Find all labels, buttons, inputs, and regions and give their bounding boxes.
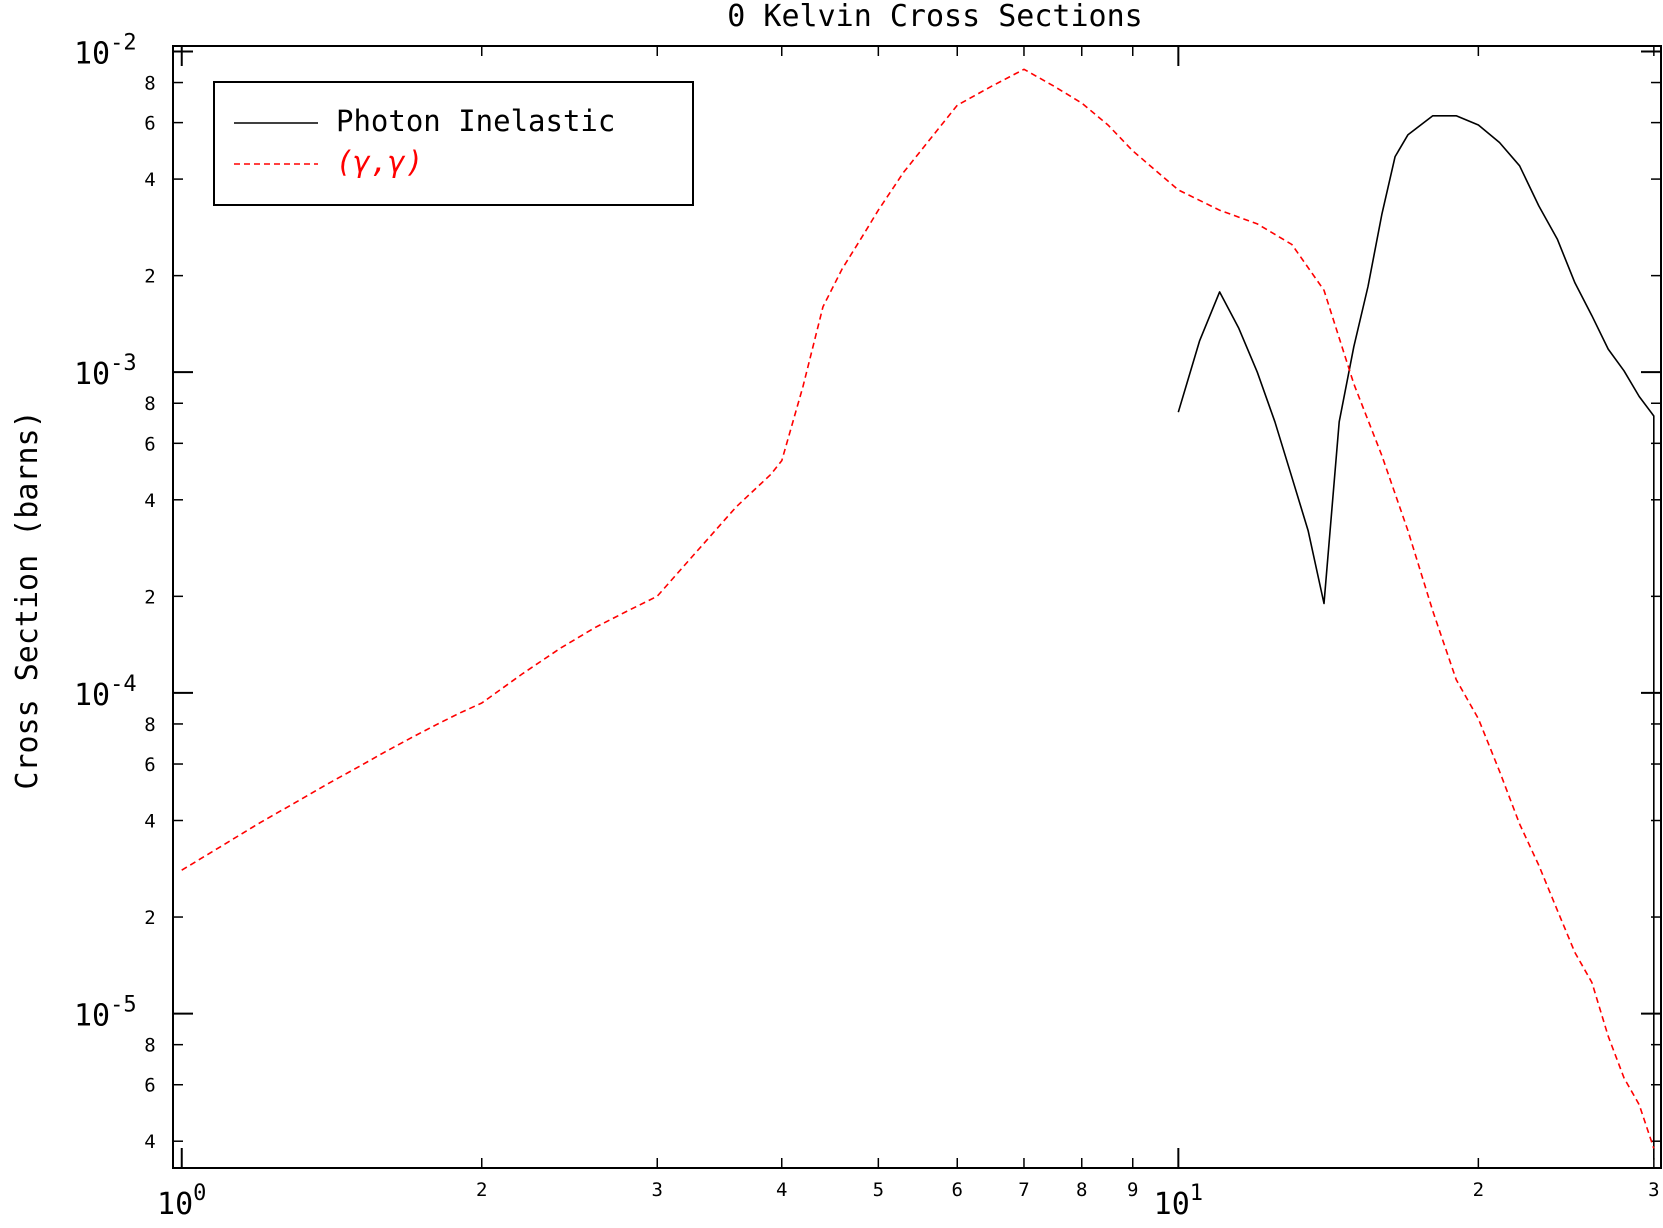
legend-label-gamma-gamma: (γ,γ) xyxy=(336,145,423,179)
y-major-tick-label: 10-2 xyxy=(74,30,137,71)
x-minor-tick-label: 9 xyxy=(1127,1179,1138,1201)
legend: Photon Inelastic (γ,γ) xyxy=(213,81,694,206)
plot-frame xyxy=(172,45,1662,1169)
y-axis-label: Cross Section (barns) xyxy=(10,410,45,789)
y-minor-tick-label: 4 xyxy=(144,810,155,832)
legend-label-photon-inelastic: Photon Inelastic xyxy=(336,104,615,138)
x-minor-tick-label: 6 xyxy=(952,1179,963,1201)
y-minor-tick-label: 4 xyxy=(144,1131,155,1153)
chart-title: 0 Kelvin Cross Sections xyxy=(727,0,1142,34)
y-minor-tick-label: 2 xyxy=(144,266,155,288)
y-minor-tick-label: 4 xyxy=(144,490,155,512)
y-minor-tick-label: 8 xyxy=(144,393,155,415)
y-major-tick-label: 10-3 xyxy=(74,351,137,392)
x-major-tick-label: 100 xyxy=(157,1181,206,1222)
x-minor-tick-label: 4 xyxy=(776,1179,787,1201)
y-minor-tick-label: 6 xyxy=(144,754,155,776)
x-minor-tick-label: 2 xyxy=(476,1179,487,1201)
y-minor-tick-label: 8 xyxy=(144,1035,155,1057)
y-major-tick-label: 10-4 xyxy=(74,672,137,713)
series-line-gamma-gamma xyxy=(181,68,1655,1149)
x-minor-tick-label: 3 xyxy=(652,1179,663,1201)
series-line-photon-inelastic xyxy=(1177,115,1655,1160)
y-minor-tick-label: 2 xyxy=(144,907,155,929)
y-minor-tick-label: 6 xyxy=(144,113,155,135)
y-minor-tick-label: 4 xyxy=(144,169,155,191)
axis-tick-labels: 100 101 2 3 4 5 6 7 8 9 2 3 10-2 10-3 10-4 10-5 8 6 4 2 8 6 4 2… xyxy=(74,30,1660,1222)
x-minor-tick-label: 2 xyxy=(1473,1179,1484,1201)
y-minor-tick-label: 8 xyxy=(144,714,155,736)
legend-box xyxy=(213,81,694,206)
y-minor-tick-label: 8 xyxy=(144,73,155,95)
x-minor-tick-label: 3 xyxy=(1648,1179,1659,1201)
y-minor-tick-label: 6 xyxy=(144,1075,155,1097)
x-minor-tick-label: 7 xyxy=(1018,1179,1029,1201)
series-layer xyxy=(181,68,1655,1160)
y-major-tick-label: 10-5 xyxy=(74,993,137,1034)
axis-ticks xyxy=(173,46,1661,1168)
x-minor-tick-label: 8 xyxy=(1076,1179,1087,1201)
x-minor-tick-label: 5 xyxy=(873,1179,884,1201)
y-minor-tick-label: 6 xyxy=(144,433,155,455)
x-major-tick-label: 101 xyxy=(1154,1181,1203,1222)
y-minor-tick-label: 2 xyxy=(144,586,155,608)
